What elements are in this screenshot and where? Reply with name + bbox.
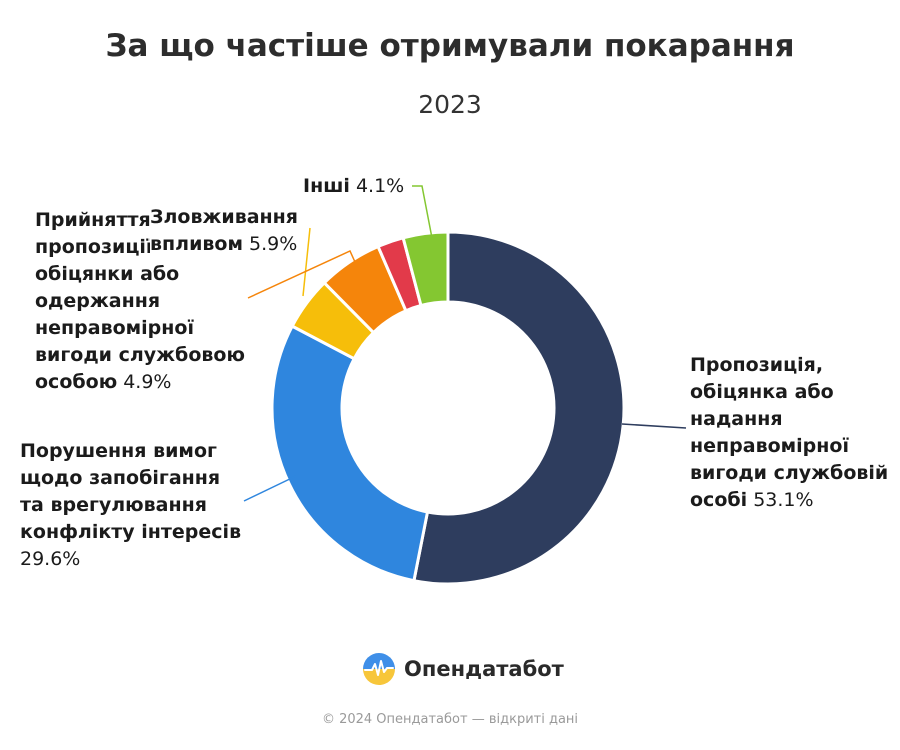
slice-label-value: 29.6%	[20, 548, 81, 570]
footer-copyright: © 2024 Опендатабот — відкриті дані	[321, 712, 579, 727]
slice-label-other: Інші 4.1%	[303, 173, 423, 200]
slice-label-bribe-acceptance: Прийняття пропозиції, обіцянки або одерж…	[35, 207, 245, 396]
donut-slice-other	[401, 230, 450, 307]
slice-label-name: Зловживання впливом	[150, 206, 299, 255]
slice-label-value: 4.1%	[355, 175, 405, 197]
slice-label-bribe-offer: Пропозиція, обіцянка або надання неправо…	[690, 352, 890, 514]
brand-name: Опендатабот	[404, 657, 564, 681]
leader-line-conflict-of-interest	[243, 475, 297, 502]
slice-label-name: Інші	[303, 175, 350, 197]
slice-label-name: Пропозиція, обіцянка або надання неправо…	[690, 354, 889, 511]
donut-slice-conflict-of-interest	[270, 324, 429, 583]
slice-label-conflict-of-interest: Порушення вимог щодо запобігання та врег…	[20, 438, 250, 573]
leader-line-other	[412, 185, 433, 239]
slice-label-influence-abuse: Зловживання впливом 5.9%	[150, 204, 300, 258]
slice-label-value: 4.9%	[123, 371, 172, 393]
chart-title: За що частіше отримували покарання	[105, 28, 795, 64]
leader-line-influence-abuse	[247, 250, 356, 299]
slice-label-name: Порушення вимог щодо запобігання та врег…	[20, 440, 242, 543]
leader-line-bribe-acceptance	[302, 227, 311, 297]
slice-label-value: 5.9%	[249, 233, 298, 255]
chart-subtitle: 2023	[418, 90, 482, 119]
brand: Опендатабот	[362, 652, 564, 686]
slice-label-value: 53.1%	[753, 489, 814, 511]
leader-line-bribe-offer	[621, 423, 687, 429]
slice-label-name: Прийняття пропозиції, обіцянки або одерж…	[35, 209, 245, 393]
sun-wave-logo-icon	[363, 653, 395, 685]
donut-slice-bribe-offer	[412, 230, 626, 586]
